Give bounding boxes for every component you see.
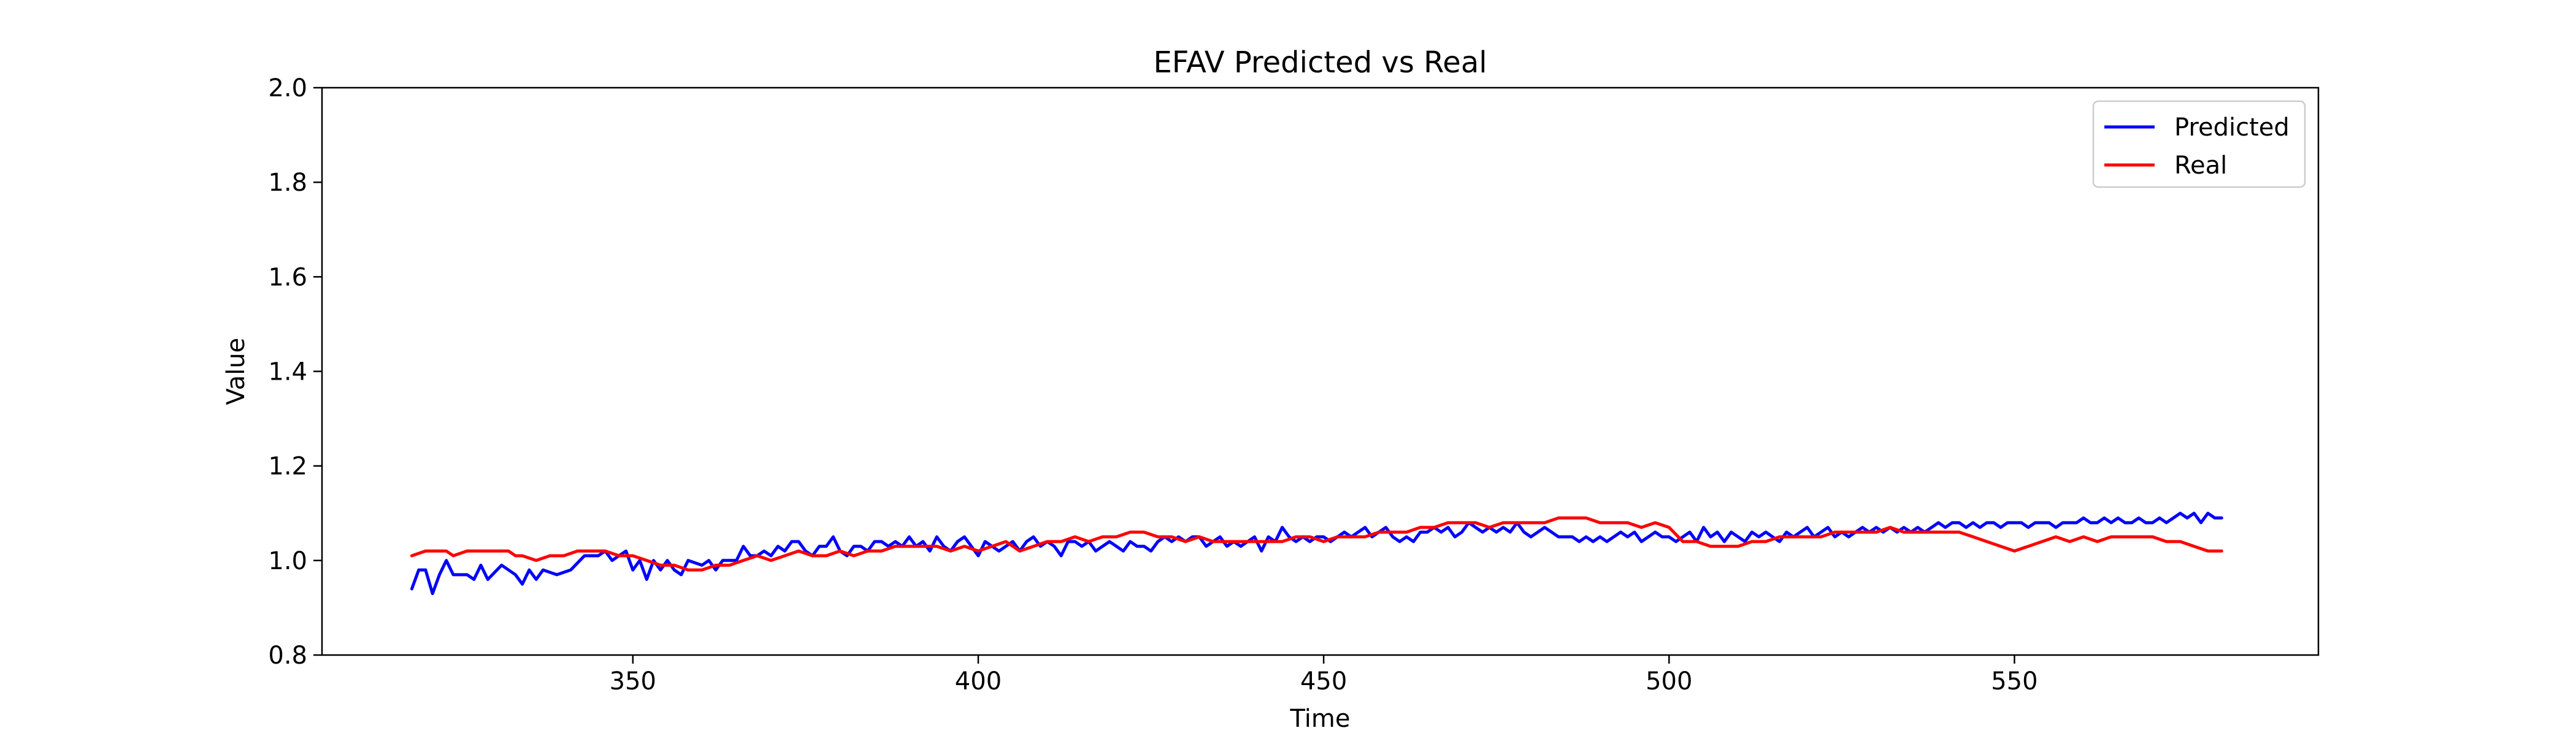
- y-tick-label: 1.6: [268, 263, 307, 291]
- x-tick-label: 450: [1300, 667, 1347, 696]
- y-axis-label: Value: [222, 338, 250, 405]
- chart-title: EFAV Predicted vs Real: [1153, 45, 1487, 80]
- y-tick-label: 0.8: [268, 642, 307, 670]
- x-axis-label: Time: [1290, 705, 1351, 733]
- x-tick-label: 400: [955, 667, 1002, 696]
- y-axis: 0.8 1.0 1.2 1.4 1.6 1.8 2.0: [268, 74, 322, 670]
- x-tick-label: 500: [1646, 667, 1692, 696]
- legend: Predicted Real: [2092, 100, 2306, 188]
- x-axis: 350 400 450 500 550: [610, 655, 2038, 696]
- y-tick-label: 1.4: [268, 358, 307, 386]
- y-tick-label: 2.0: [268, 74, 307, 102]
- plot-frame: [321, 86, 2320, 656]
- legend-label-real: Real: [2174, 151, 2227, 180]
- legend-label-predicted: Predicted: [2174, 113, 2290, 142]
- x-tick-label: 350: [610, 667, 656, 696]
- series-line-predicted: [410, 512, 2223, 596]
- x-tick-label: 550: [1991, 667, 2037, 696]
- y-tick-label: 1.8: [268, 169, 307, 197]
- plot-series: [410, 512, 2223, 596]
- y-tick-label: 1.0: [268, 547, 307, 575]
- series-line-real: [410, 516, 2223, 572]
- y-tick-label: 1.2: [268, 453, 307, 481]
